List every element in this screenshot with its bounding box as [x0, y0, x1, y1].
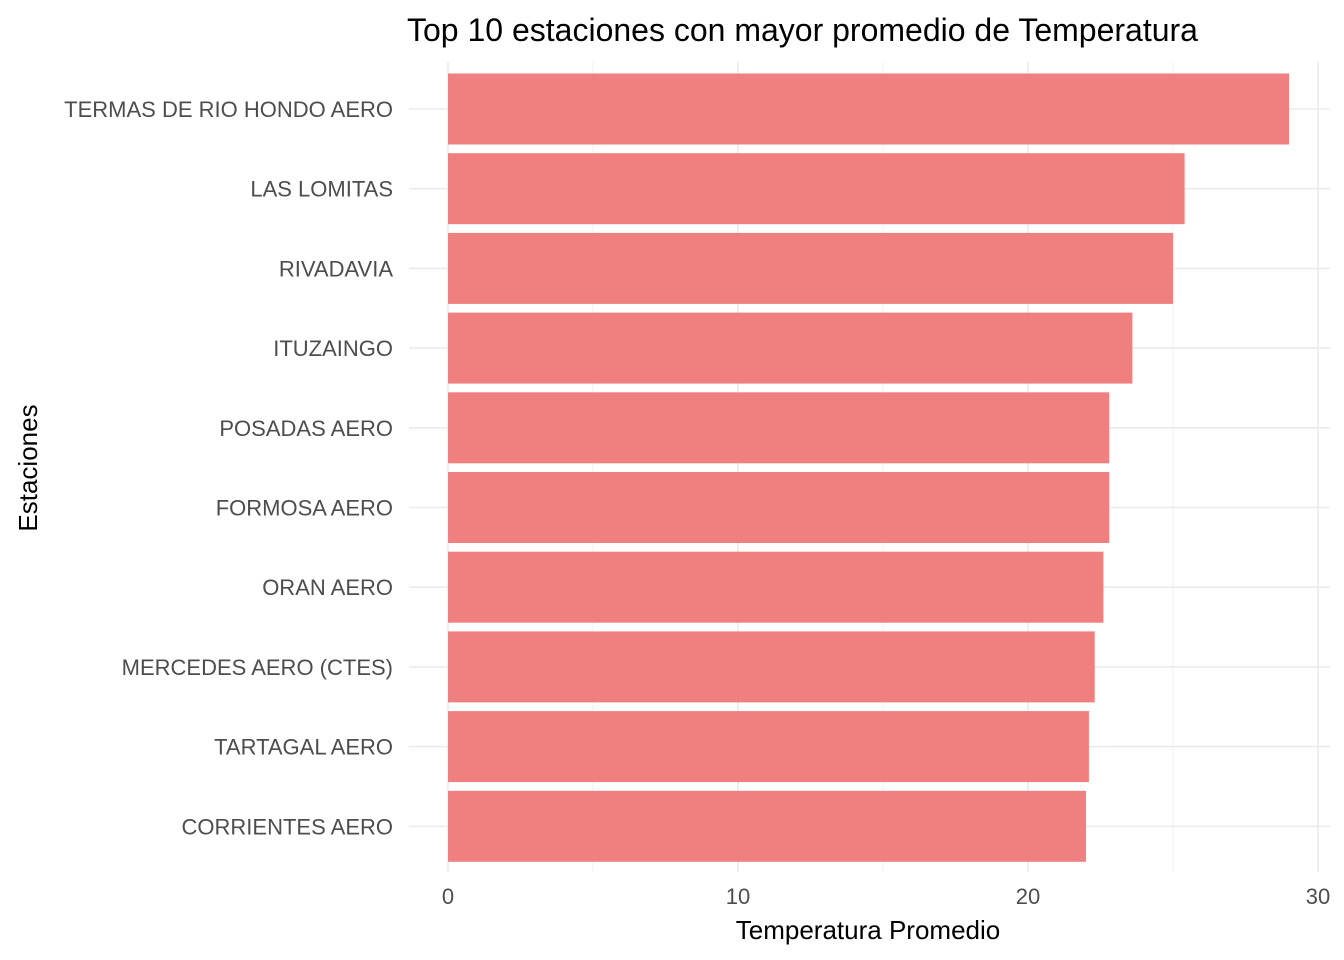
y-tick-label: TARTAGAL AERO: [214, 735, 393, 760]
bar: [448, 232, 1173, 304]
x-tick-label: 0: [442, 884, 454, 909]
y-tick-labels: TERMAS DE RIO HONDO AERO LAS LOMITAS RIVAD…: [64, 97, 393, 839]
x-axis-title: Temperatura Promedio: [736, 915, 1000, 945]
y-tick-label: LAS LOMITAS: [250, 177, 393, 202]
bars: [448, 73, 1289, 862]
bar: [448, 631, 1095, 703]
bar: [448, 551, 1104, 623]
y-tick-label: ORAN AERO: [262, 575, 393, 600]
x-tick-label: 10: [726, 884, 750, 909]
bar: [448, 392, 1110, 464]
bar: [448, 73, 1289, 145]
x-tick-label: 30: [1306, 884, 1330, 909]
bar: [448, 790, 1086, 862]
y-tick-label: TERMAS DE RIO HONDO AERO: [64, 97, 393, 122]
bar: [448, 153, 1185, 225]
y-tick-label: POSADAS AERO: [219, 416, 393, 441]
y-tick-label: CORRIENTES AERO: [182, 814, 393, 839]
chart-title: Top 10 estaciones con mayor promedio de …: [407, 12, 1198, 48]
y-tick-label: MERCEDES AERO (CTES): [122, 655, 393, 680]
y-tick-label: ITUZAINGO: [273, 336, 393, 361]
y-axis-title: Estaciones: [13, 404, 43, 531]
bar: [448, 472, 1110, 543]
x-tick-label: 20: [1016, 884, 1040, 909]
y-tick-label: FORMOSA AERO: [216, 496, 393, 521]
y-tick-label: RIVADAVIA: [279, 256, 393, 281]
x-tick-labels: 0 10 20 30: [442, 884, 1330, 909]
bar: [448, 312, 1133, 384]
bar: [448, 711, 1089, 783]
